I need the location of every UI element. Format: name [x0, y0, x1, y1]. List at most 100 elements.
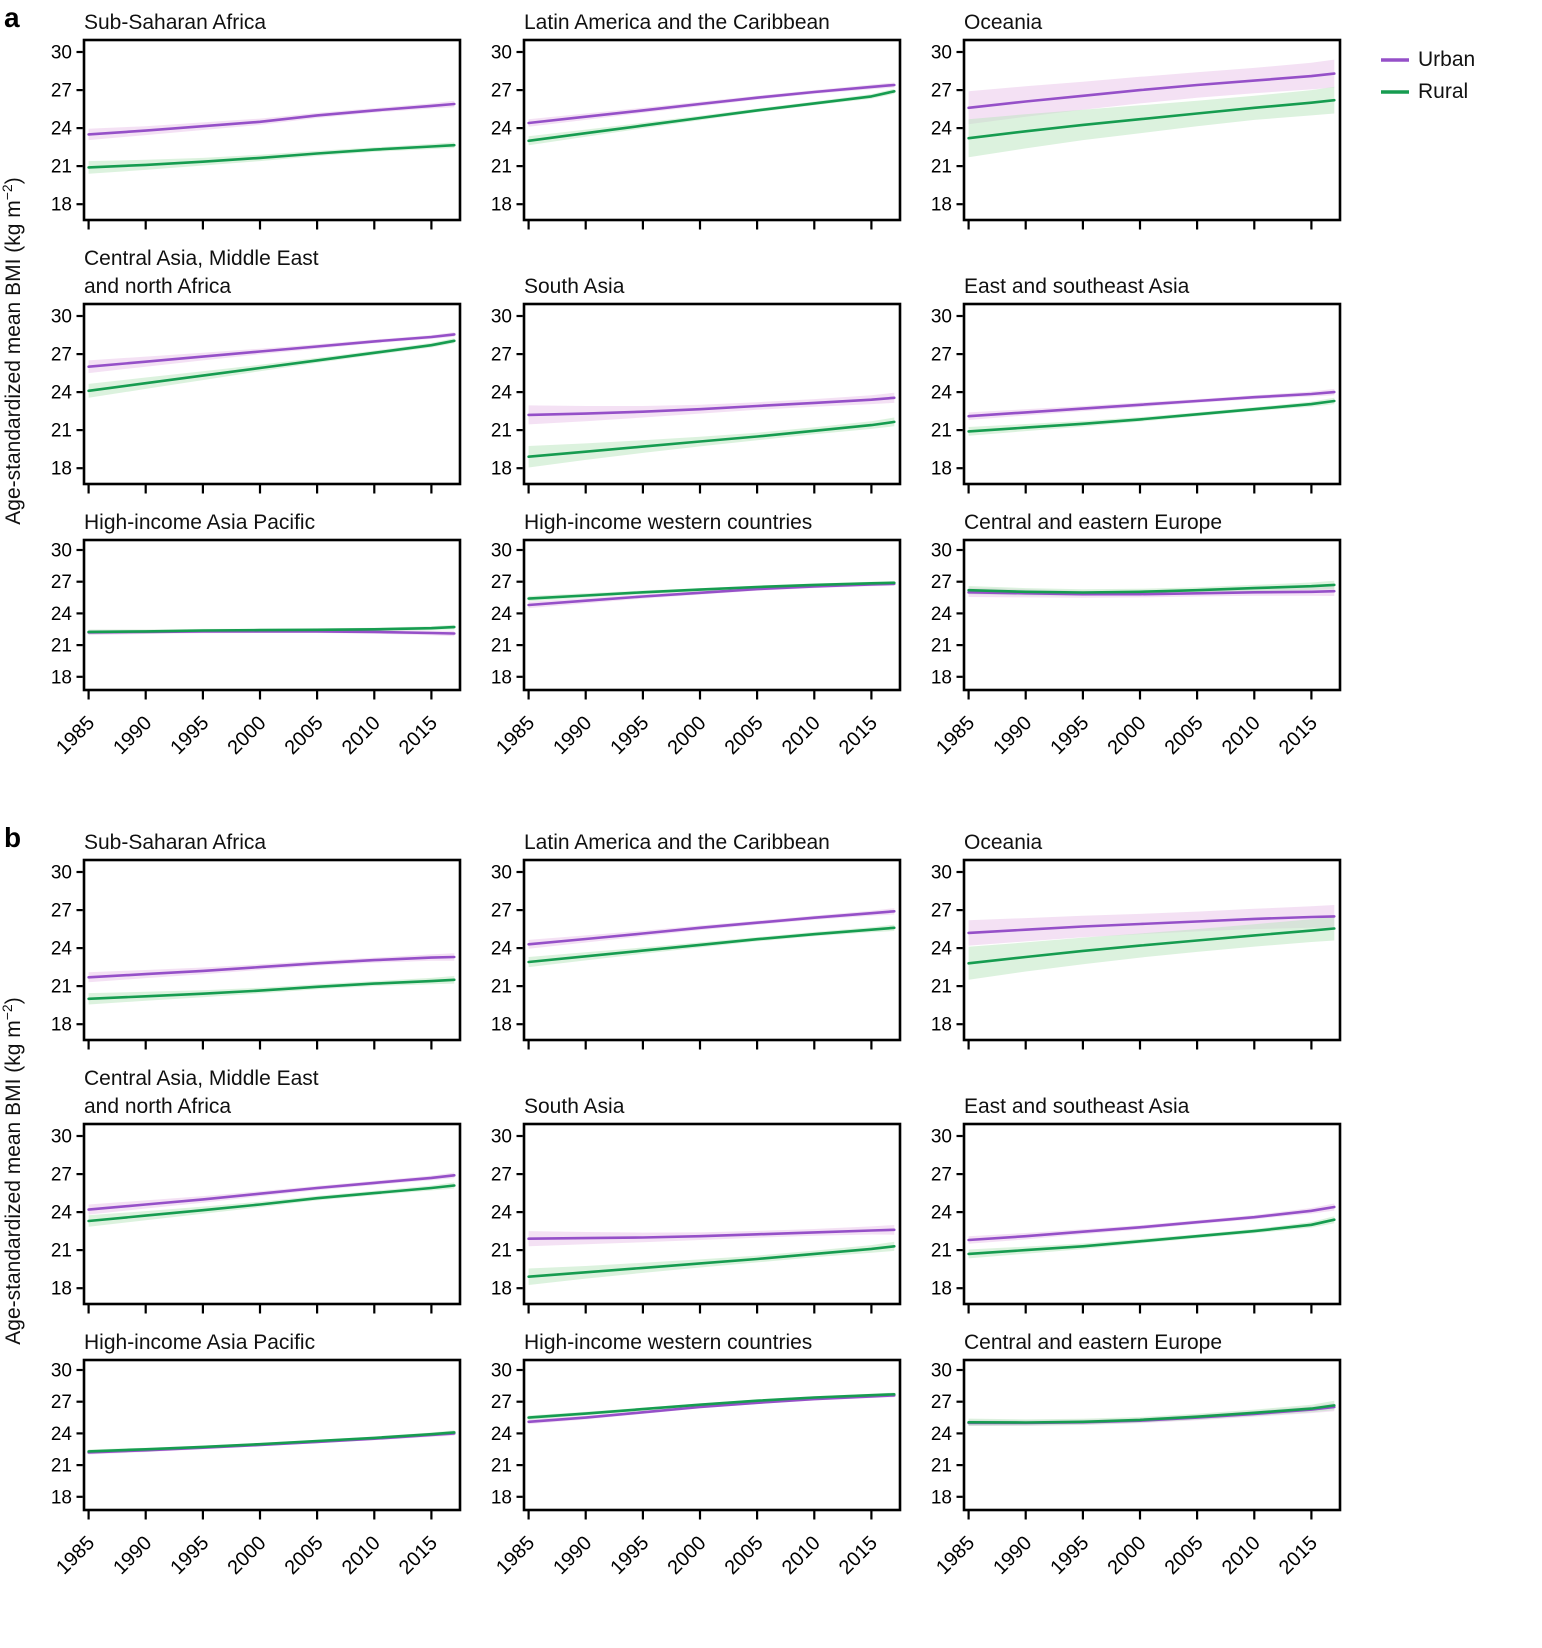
rural-band	[968, 86, 1335, 158]
rural-line	[87, 1431, 456, 1453]
rural-line	[87, 978, 456, 1001]
y-tick-label: 27	[51, 345, 72, 366]
y-axis-label-superscript: −2	[0, 1004, 15, 1021]
y-tick-label: 18	[931, 1487, 952, 1508]
y-tick-label: 18	[491, 1487, 512, 1508]
chart-cell: High-income Asia Pacific 18 21 24 27 30 1985 19…	[36, 502, 476, 780]
y-tick-label: 21	[51, 157, 72, 178]
rural-line	[527, 926, 896, 964]
x-tick-label: 2015	[835, 712, 882, 759]
plot-border	[962, 858, 1342, 1042]
x-tick-label: 1990	[109, 712, 156, 759]
x-tick-label: 2010	[1218, 1532, 1265, 1579]
chart-cell: High-income western countries 18 21 24 27 30 1…	[476, 1322, 916, 1600]
legend-label-rural: Rural	[1418, 80, 1469, 103]
y-tick-label: 30	[491, 863, 512, 884]
y-tick-label: 27	[931, 345, 952, 366]
plot-border	[522, 1358, 902, 1512]
urban-line	[87, 102, 456, 136]
y-tick-label: 21	[51, 636, 72, 657]
plot-border	[962, 1122, 1342, 1306]
x-tick-label: 1990	[549, 1532, 596, 1579]
plot-border	[522, 538, 902, 692]
chart-cell: Sub-Saharan Africa 18 21 24 27 30	[36, 8, 476, 238]
y-tick-label: 24	[51, 1424, 73, 1445]
y-tick-label: 18	[51, 195, 72, 216]
urban-band	[968, 1203, 1335, 1244]
chart-cell: Central and eastern Europe 18 21 24 27 30 1985…	[916, 502, 1356, 780]
y-tick-label: 24	[491, 939, 513, 960]
x-tick-label: 1995	[166, 712, 213, 759]
rural-line	[967, 399, 1336, 433]
urban-line	[527, 396, 896, 417]
y-axis-label-superscript: −2	[0, 184, 15, 201]
y-axis-label: Age-standardized mean BMI (kg m−2)	[0, 991, 25, 1351]
y-tick-label: 21	[51, 1456, 72, 1477]
line-chart: 18 21 24 27 30 1985 1990 1995 2000 2005 2010 2015	[931, 1358, 1342, 1579]
y-tick-label: 30	[491, 1361, 512, 1382]
y-tick-label: 18	[491, 1015, 512, 1036]
rural-line	[967, 1404, 1336, 1424]
rural-line	[87, 1184, 456, 1223]
y-axis-label-suffix: )	[2, 997, 25, 1005]
y-tick-label: 30	[491, 541, 512, 562]
y-tick-label: 27	[931, 901, 952, 922]
legend-item-urban: Urban	[1380, 48, 1475, 72]
y-tick-label: 30	[491, 307, 512, 328]
x-tick-label: 1990	[109, 1532, 156, 1579]
chart-title: East and southeast Asia	[964, 1094, 1190, 1118]
rural-line	[527, 420, 896, 458]
y-tick-label: 18	[931, 459, 952, 480]
chart-title: Sub-Saharan Africa	[84, 10, 267, 34]
urban-band	[968, 905, 1335, 946]
y-tick-label: 24	[51, 383, 73, 404]
x-tick-label: 1985	[932, 712, 979, 759]
y-tick-label: 30	[931, 541, 952, 562]
y-tick-label: 30	[491, 43, 512, 64]
y-tick-label: 18	[51, 1279, 72, 1300]
rural-line	[527, 90, 896, 143]
urban-line	[87, 1174, 456, 1211]
x-tick-label: 1995	[166, 1532, 213, 1579]
line-chart: 18 21 24 27 30 1985 1990 1995 2000 2005 2010 2015	[931, 538, 1342, 759]
y-tick-label: 27	[931, 1165, 952, 1186]
y-tick-label: 24	[931, 383, 953, 404]
y-tick-label: 30	[51, 1361, 72, 1382]
y-tick-label: 21	[491, 421, 512, 442]
y-tick-label: 21	[931, 977, 952, 998]
y-tick-label: 21	[931, 421, 952, 442]
x-tick-label: 2015	[395, 1532, 442, 1579]
chart-cell: Latin America and the Caribbean 18 21 24 27 3…	[476, 8, 916, 238]
y-tick-label: 27	[51, 81, 72, 102]
y-tick-label: 27	[931, 1392, 952, 1413]
x-tick-label: 2000	[224, 1532, 271, 1579]
x-tick-label: 2005	[1161, 712, 1208, 759]
chart-title: High-income western countries	[524, 1330, 813, 1354]
plot-border	[82, 858, 462, 1042]
y-tick-label: 18	[931, 195, 952, 216]
urban-line	[967, 390, 1336, 418]
urban-line	[527, 83, 896, 125]
line-chart: 18 21 24 27 30	[491, 302, 902, 494]
chart-title: Latin America and the Caribbean	[524, 830, 830, 854]
chart-title: High-income Asia Pacific	[84, 510, 316, 534]
plot-border	[82, 1122, 462, 1306]
y-axis-label-text: Age-standardized mean BMI (kg m	[2, 1020, 25, 1345]
chart-cell: East and southeast Asia 18 21 24 27 30	[916, 238, 1356, 502]
y-tick-label: 27	[491, 901, 512, 922]
x-tick-label: 2000	[664, 1532, 711, 1579]
legend-item-rural: Rural	[1380, 80, 1475, 104]
urban-line	[967, 1205, 1336, 1242]
y-tick-label: 18	[931, 667, 952, 688]
y-tick-label: 30	[51, 863, 72, 884]
plot-border	[962, 1358, 1342, 1512]
line-chart: 18 21 24 27 30 1985 1990 1995 2000 2005 2010 2015	[51, 1358, 462, 1579]
chart-cell: High-income Asia Pacific 18 21 24 27 30 1985 19…	[36, 1322, 476, 1600]
y-tick-label: 27	[51, 1392, 72, 1413]
line-chart: 18 21 24 27 30 1985 1990 1995 2000 2005 2010 2015	[491, 1358, 902, 1579]
chart-title: South Asia	[524, 1094, 625, 1118]
plot-border	[82, 538, 462, 692]
plot-border	[522, 302, 902, 486]
y-tick-label: 21	[931, 157, 952, 178]
rural-line	[87, 625, 456, 634]
